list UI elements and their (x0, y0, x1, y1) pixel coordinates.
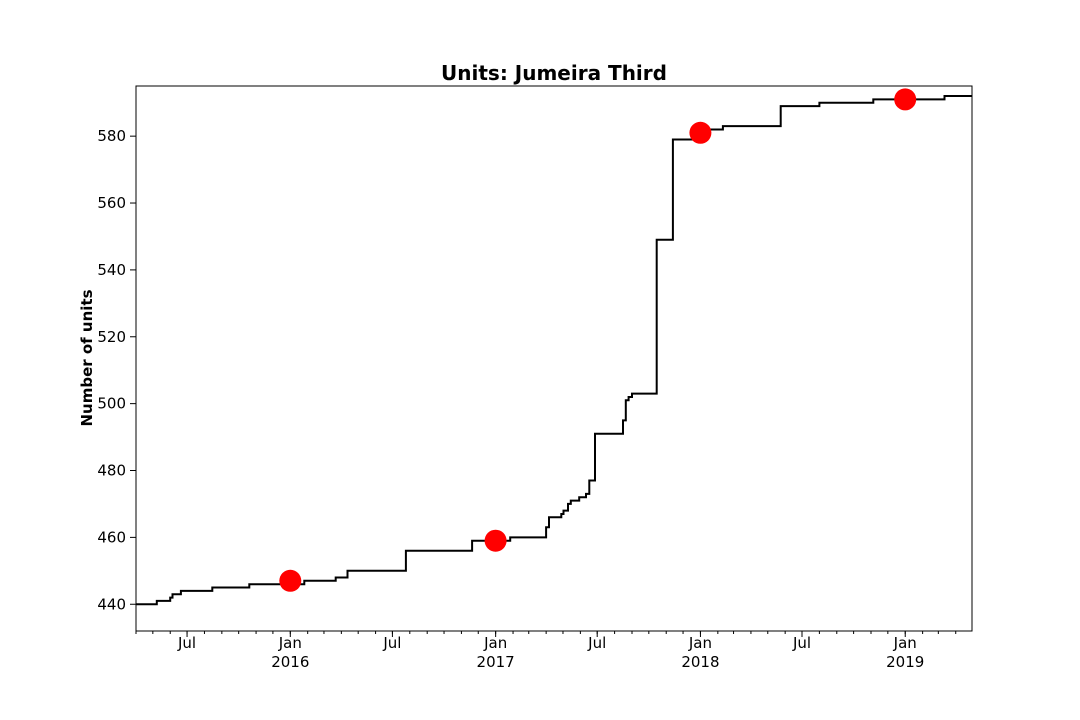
x-tick-year-label-3: 2017 (477, 653, 515, 671)
x-tick-label-2: Jul (382, 634, 401, 652)
y-tick-label-540: 540 (97, 261, 126, 279)
y-tick-label-440: 440 (97, 595, 126, 613)
plot-frame (135, 85, 973, 632)
x-tick-label-1: Jan (278, 634, 302, 652)
y-tick-label-560: 560 (97, 194, 126, 212)
y-tick-label-460: 460 (97, 528, 126, 546)
x-tick-label-3: Jan (483, 634, 507, 652)
plot-area (136, 88, 972, 606)
y-tick-label-520: 520 (97, 328, 126, 346)
data-marker-0 (279, 569, 302, 592)
y-tick-label-480: 480 (97, 462, 126, 480)
x-tick-label-7: Jan (893, 634, 917, 652)
data-marker-1 (484, 529, 507, 552)
x-tick-label-5: Jan (688, 634, 712, 652)
x-tick-year-label-1: 2016 (271, 653, 309, 671)
x-tick-year-label-7: 2019 (886, 653, 924, 671)
data-marker-3 (894, 88, 917, 111)
x-tick-label-4: Jul (587, 634, 606, 652)
x-tick-label-0: Jul (177, 634, 196, 652)
x-tick-label-6: Jul (792, 634, 811, 652)
y-tick-label-500: 500 (97, 395, 126, 413)
y-axis-label: Number of units (78, 289, 96, 426)
chart-title: Units: Jumeira Third (441, 61, 667, 85)
series-line-0 (136, 95, 972, 606)
y-tick-label-580: 580 (97, 127, 126, 145)
x-tick-year-label-5: 2018 (681, 653, 719, 671)
data-marker-2 (689, 121, 712, 144)
